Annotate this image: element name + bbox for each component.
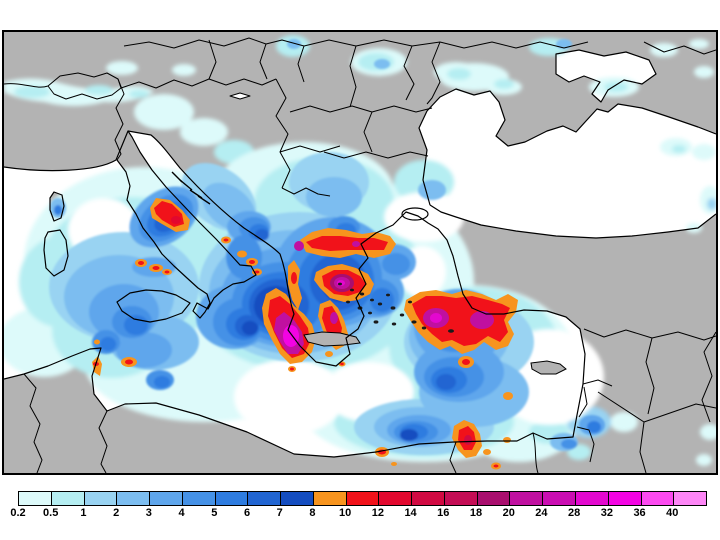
colorbar-segment	[117, 492, 151, 505]
coastlines	[4, 49, 716, 458]
dalmatian-islands	[171, 171, 211, 205]
black-sea	[419, 89, 716, 238]
colorbar-label: 3	[145, 507, 152, 519]
colorbar-segment	[281, 492, 314, 505]
colorbar-label: 32	[600, 507, 613, 519]
colorbar-segment	[608, 492, 642, 505]
colorbar-segment	[477, 492, 511, 505]
colorbar-label: 36	[633, 507, 646, 519]
lake-balaton	[229, 92, 251, 100]
colorbar-label: 18	[469, 507, 483, 519]
colorbar-label: 1	[80, 507, 87, 519]
precipitation-map	[2, 30, 718, 475]
colorbar-labels: 0.2 0.5 1 2 3 4 5 6 7 8 10 12 14 16 18 20 24 28 32 36 40	[10, 507, 720, 523]
colorbar-segment	[510, 492, 544, 505]
colorbar-segment	[248, 492, 282, 505]
colorbar-label: 28	[568, 507, 581, 519]
colorbar-segment	[182, 492, 216, 505]
colorbar-label: 8	[309, 507, 316, 519]
colorbar-segment	[313, 492, 347, 505]
colorbar-label: 40	[666, 507, 679, 519]
colorbar-segment	[379, 492, 413, 505]
colorbar-label: 20	[502, 507, 515, 519]
colorbar-label: 7	[276, 507, 283, 519]
country-borders	[4, 37, 716, 473]
colorbar-label: 6	[243, 507, 251, 519]
colorbar	[18, 491, 707, 506]
colorbar-segment	[412, 492, 445, 505]
colorbar-label: 2	[113, 507, 120, 519]
colorbar-segment	[84, 492, 118, 505]
sea-of-azov	[556, 50, 656, 102]
crete	[303, 331, 361, 347]
colorbar-label: 14	[404, 507, 417, 519]
colorbar-label: 0.2	[10, 507, 26, 519]
colorbar-segment	[641, 492, 675, 505]
colorbar-label: 16	[437, 507, 450, 519]
colorbar-label: 0.5	[43, 507, 59, 519]
colorbar-label: 10	[339, 507, 352, 519]
colorbar-label: 4	[178, 507, 185, 519]
colorbar-label: 12	[371, 507, 384, 519]
islands	[171, 171, 567, 375]
colorbar-segment	[19, 492, 52, 505]
colorbar-segment	[543, 492, 577, 505]
cyprus	[530, 360, 567, 375]
colorbar-segment	[51, 492, 85, 505]
colorbar-label: 5	[211, 507, 218, 519]
colorbar-segment	[150, 492, 183, 505]
colorbar-label: 24	[535, 507, 548, 519]
colorbar-segment	[346, 492, 380, 505]
colorbar-segment	[576, 492, 609, 505]
precip-heavy-cores	[92, 198, 518, 470]
colorbar-segment	[444, 492, 478, 505]
colorbar-segment	[215, 492, 249, 505]
colorbar-segment	[674, 492, 707, 505]
aegean-islands	[338, 282, 454, 333]
